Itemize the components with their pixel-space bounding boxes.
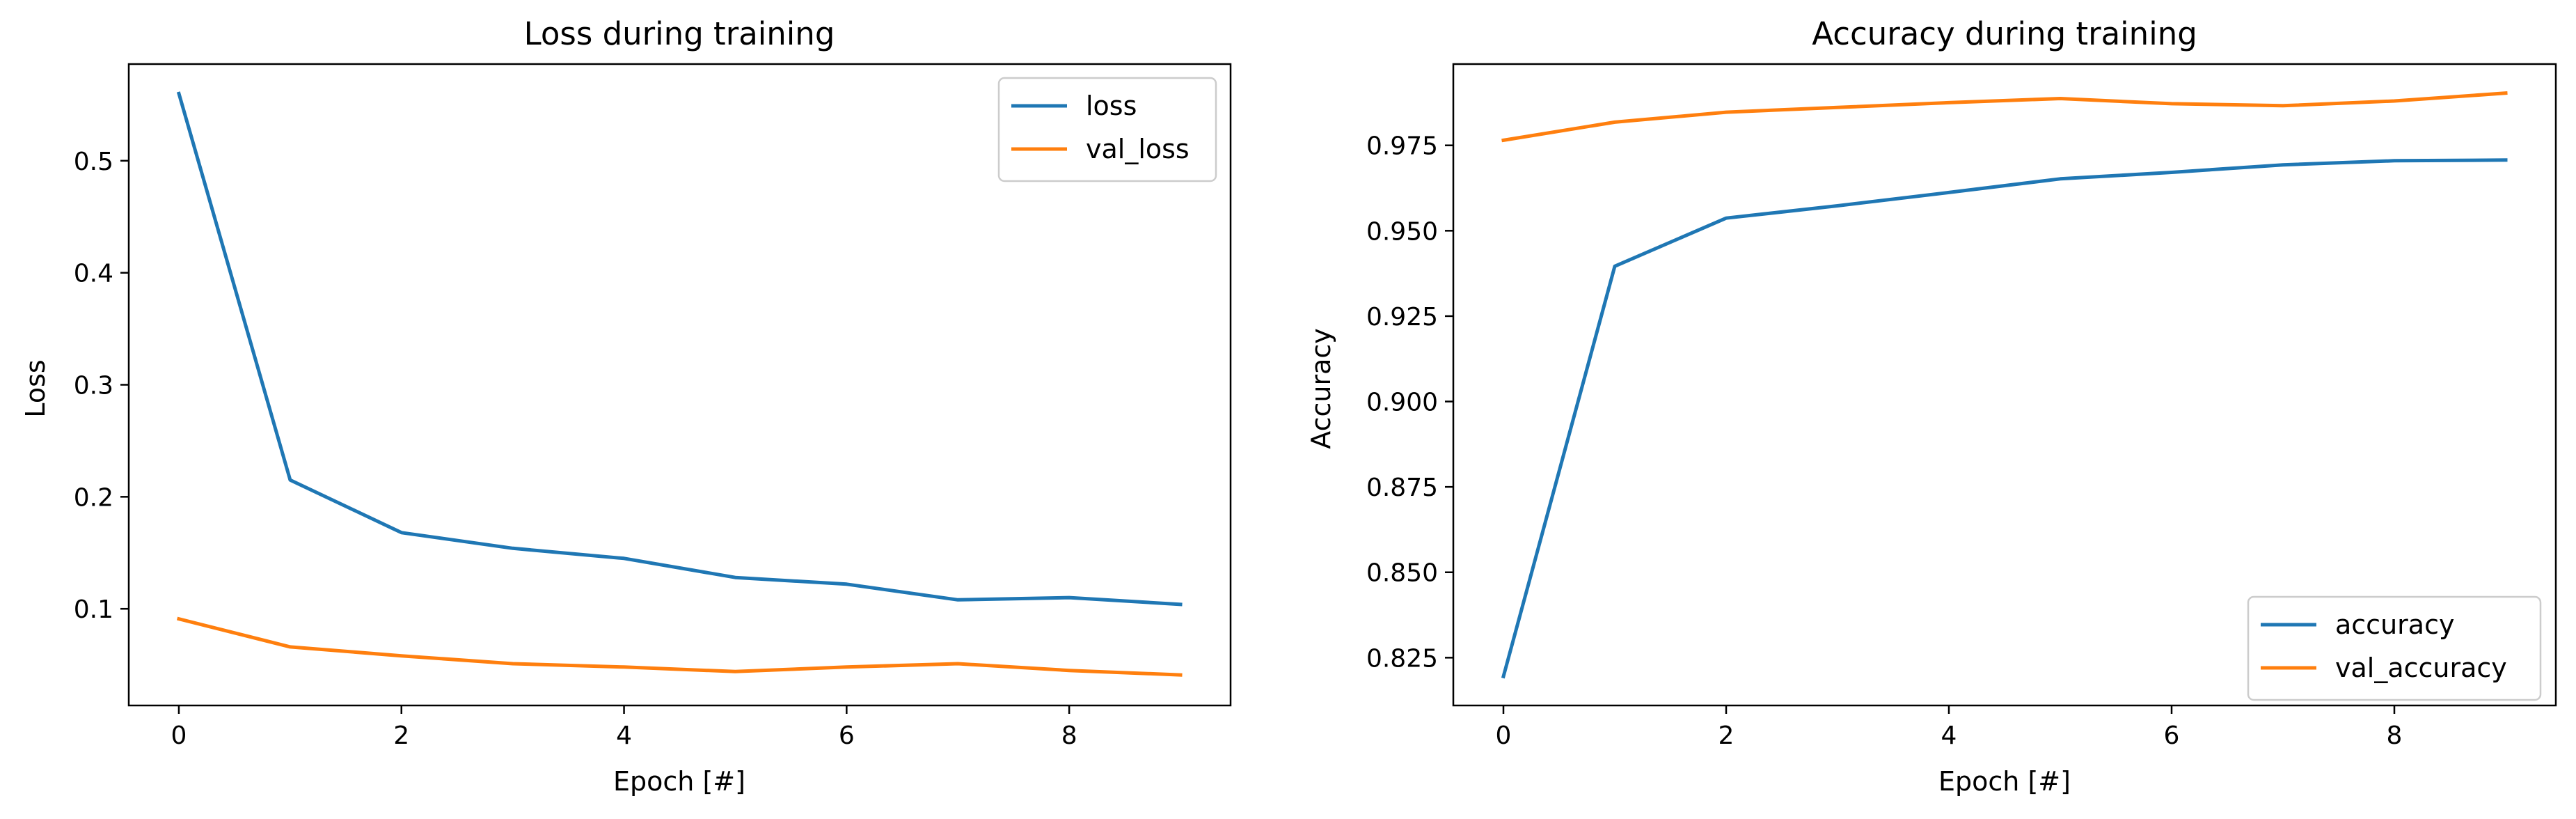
loss-chart-x-axis-label: Epoch [#]	[613, 766, 745, 797]
loss-legend: loss val_loss	[997, 77, 1217, 182]
loss-x-tick-label: 4	[616, 722, 632, 750]
loss-x-tick-label: 8	[1061, 722, 1077, 750]
accuracy-legend-box	[2247, 595, 2542, 701]
accuracy-chart-y-axis-label: Accuracy	[1306, 328, 1336, 449]
loss-x-tick-label: 0	[171, 722, 187, 750]
accuracy-y-tick-label: 0.975	[1366, 132, 1438, 161]
loss-chart-title: Loss during training	[524, 15, 835, 52]
loss-chart-y-axis-label: Loss	[20, 359, 51, 417]
loss-y-tick-label: 0.1	[74, 595, 113, 624]
loss-legend-box	[997, 77, 1217, 182]
accuracy-plot-frame	[1452, 63, 2557, 707]
loss-y-tick-label: 0.4	[74, 260, 113, 288]
loss-legend-label: val_loss	[1086, 134, 1190, 164]
loss-y-tick-label: 0.5	[74, 148, 113, 176]
loss-series-line-val-loss	[176, 616, 1183, 677]
loss-chart: Loss during training Epoch [#] Loss 0 2 4 6…	[20, 15, 1232, 797]
accuracy-legend-label: accuracy	[2335, 609, 2454, 640]
accuracy-x-tick-label: 4	[1941, 722, 1957, 750]
accuracy-legend: accuracy val_accuracy	[2247, 595, 2542, 701]
accuracy-y-tick-label: 0.950	[1366, 217, 1438, 246]
accuracy-x-tick-label: 6	[2164, 722, 2180, 750]
accuracy-y-tick-label: 0.825	[1366, 644, 1438, 673]
accuracy-y-tick-label: 0.875	[1366, 474, 1438, 502]
accuracy-chart-x-axis-label: Epoch [#]	[1938, 766, 2071, 797]
accuracy-x-tick-label: 2	[1718, 722, 1735, 750]
accuracy-chart-title: Accuracy during training	[1812, 15, 2197, 52]
accuracy-y-tick-label: 0.850	[1366, 559, 1438, 588]
accuracy-series-line-accuracy	[1501, 158, 2508, 679]
loss-y-tick-label: 0.3	[74, 372, 113, 400]
accuracy-chart: Accuracy during training Epoch [#] Accur…	[1306, 15, 2557, 797]
loss-legend-label: loss	[1086, 91, 1137, 121]
accuracy-y-tick-label: 0.900	[1366, 389, 1438, 417]
loss-x-tick-label: 2	[393, 722, 409, 750]
loss-y-tick-label: 0.2	[74, 483, 113, 512]
accuracy-legend-label: val_accuracy	[2335, 653, 2507, 683]
loss-x-tick-label: 6	[839, 722, 855, 750]
accuracy-x-tick-label: 0	[1496, 722, 1512, 750]
loss-series-line-loss	[176, 91, 1183, 607]
accuracy-series-line-val-accuracy	[1501, 91, 2508, 143]
accuracy-x-tick-label: 8	[2387, 722, 2403, 750]
accuracy-y-tick-label: 0.925	[1366, 303, 1438, 332]
